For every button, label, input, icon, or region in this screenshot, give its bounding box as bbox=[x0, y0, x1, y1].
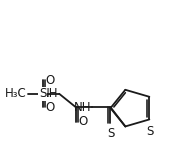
Text: NH: NH bbox=[41, 87, 58, 100]
Text: S: S bbox=[107, 127, 114, 140]
Text: H₃C: H₃C bbox=[5, 87, 27, 100]
Text: O: O bbox=[46, 101, 55, 114]
Text: O: O bbox=[46, 74, 55, 87]
Text: NH: NH bbox=[74, 101, 92, 114]
Text: S: S bbox=[147, 125, 154, 138]
Text: O: O bbox=[79, 116, 88, 129]
Text: S: S bbox=[39, 87, 46, 100]
